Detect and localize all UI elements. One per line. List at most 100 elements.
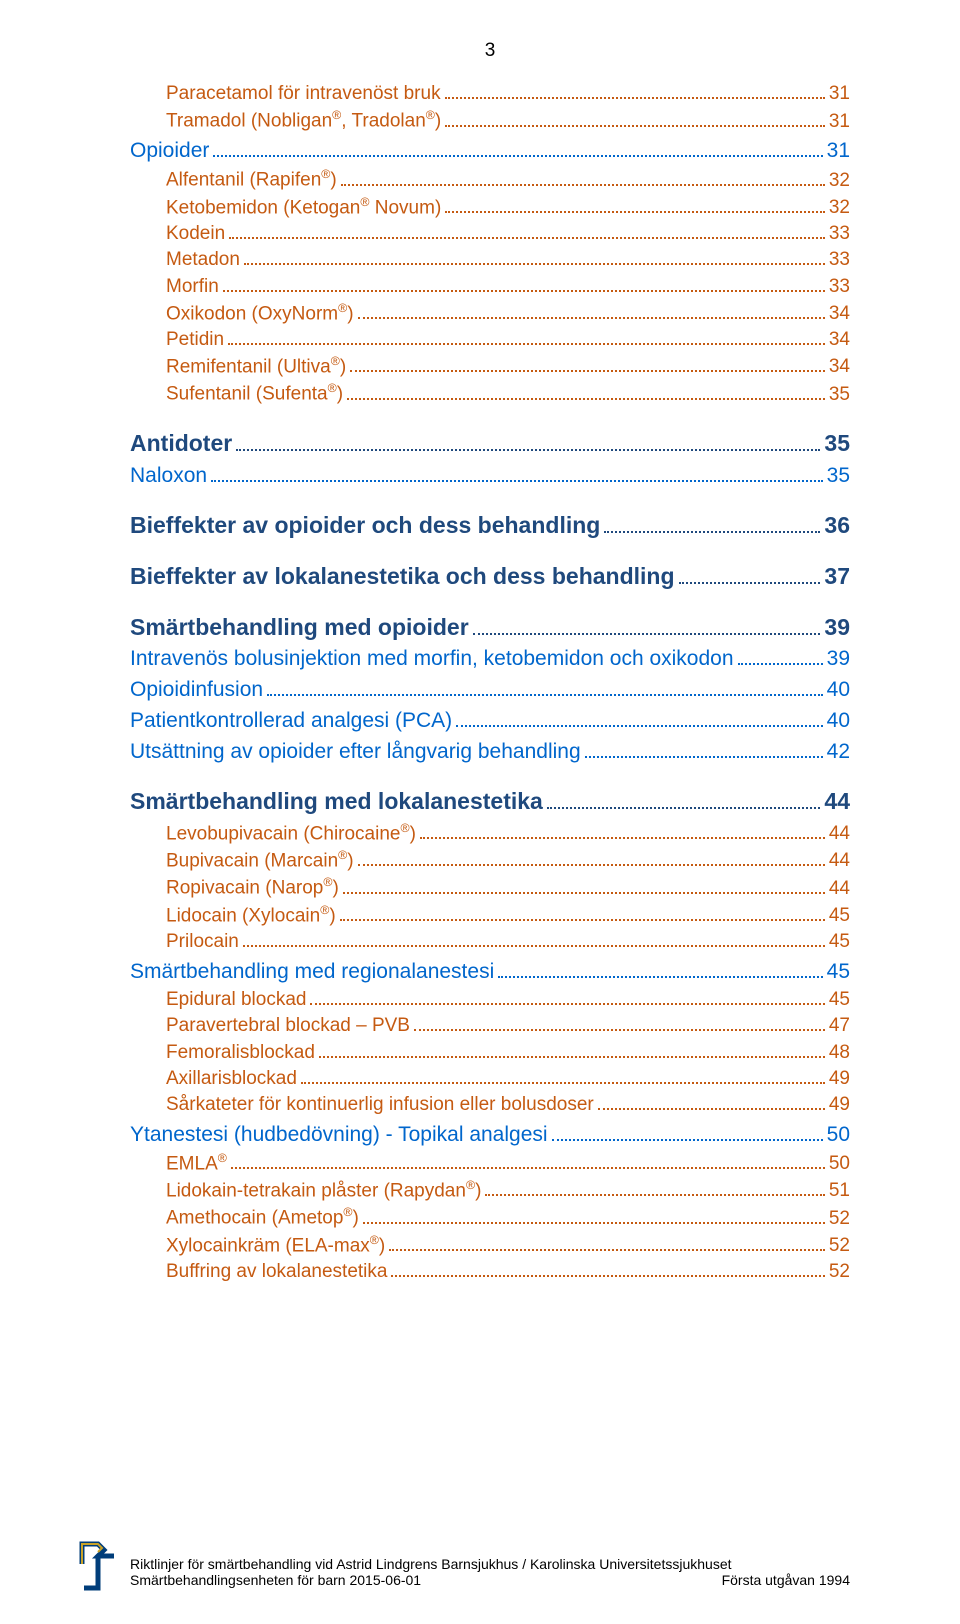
- toc-page-number: 52: [829, 1235, 850, 1257]
- toc-label: Axillarisblockad: [166, 1068, 297, 1090]
- toc-label: Patientkontrollerad analgesi (PCA): [130, 709, 452, 733]
- toc-label: Paracetamol för intravenöst bruk: [166, 83, 441, 105]
- toc-entry[interactable]: Antidoter35: [130, 430, 850, 457]
- toc-entry[interactable]: Epidural blockad45: [166, 988, 850, 1011]
- toc-entry[interactable]: Smärtbehandling med lokalanestetika44: [130, 788, 850, 815]
- toc-page-number: 44: [829, 878, 850, 900]
- toc-leader-dots: [229, 222, 825, 239]
- toc-label: Epidural blockad: [166, 989, 306, 1011]
- toc-label: Sårkateter för kontinuerlig infusion ell…: [166, 1094, 594, 1116]
- toc-entry[interactable]: Metadon33: [166, 248, 850, 271]
- toc-label: Remifentanil (Ultiva®): [166, 354, 346, 378]
- toc-entry[interactable]: Bupivacain (Marcain®)44: [166, 848, 850, 872]
- toc-leader-dots: [391, 1260, 824, 1277]
- toc-leader-dots: [244, 248, 825, 265]
- toc-entry[interactable]: Utsättning av opioider efter långvarig b…: [130, 739, 850, 764]
- toc-entry[interactable]: Opioidinfusion40: [130, 677, 850, 702]
- toc-entry[interactable]: Levobupivacain (Chirocaine®)44: [166, 821, 850, 845]
- toc-leader-dots: [343, 876, 825, 893]
- toc-leader-dots: [213, 139, 822, 158]
- toc-entry[interactable]: Lidocain (Xylocain®)45: [166, 903, 850, 927]
- toc-label: Bieffekter av lokalanestetika och dess b…: [130, 563, 675, 590]
- footer-right: Första utgåvan 1994: [722, 1572, 850, 1588]
- toc-leader-dots: [319, 1040, 825, 1057]
- logo-icon: [76, 1540, 120, 1594]
- toc-page-number: 32: [829, 170, 850, 192]
- toc-entry[interactable]: Paracetamol för intravenöst bruk31: [166, 82, 850, 105]
- toc-entry[interactable]: Petidin34: [166, 328, 850, 351]
- toc-leader-dots: [604, 512, 820, 532]
- toc-label: Buffring av lokalanestetika: [166, 1261, 387, 1283]
- toc-entry[interactable]: Naloxon35: [130, 463, 850, 488]
- toc-leader-dots: [456, 708, 822, 727]
- toc-entry[interactable]: Smärtbehandling med opioider39: [130, 614, 850, 641]
- toc-page-number: 33: [829, 223, 850, 245]
- toc-entry[interactable]: Kodein33: [166, 222, 850, 245]
- toc-label: Opioider: [130, 139, 209, 163]
- toc-entry[interactable]: Alfentanil (Rapifen®) 32: [166, 167, 850, 191]
- toc-entry[interactable]: Amethocain (Ametop®)52: [166, 1205, 850, 1229]
- toc-leader-dots: [310, 988, 824, 1005]
- toc-page-number: 45: [829, 931, 850, 953]
- toc-entry[interactable]: Patientkontrollerad analgesi (PCA)40: [130, 708, 850, 733]
- toc-leader-dots: [358, 849, 825, 866]
- toc-entry[interactable]: Ketobemidon (Ketogan® Novum)32: [166, 195, 850, 219]
- toc-label: Bupivacain (Marcain®): [166, 848, 354, 872]
- toc-page-number: 45: [827, 960, 850, 984]
- toc-leader-dots: [236, 430, 820, 450]
- toc-entry[interactable]: Lidokain-tetrakain plåster (Rapydan®)51: [166, 1178, 850, 1202]
- toc-label: Femoralisblockad: [166, 1042, 315, 1064]
- toc-leader-dots: [445, 109, 825, 126]
- toc-label: Smärtbehandling med regionalanestesi: [130, 960, 494, 984]
- toc-entry[interactable]: Femoralisblockad48: [166, 1040, 850, 1063]
- toc-page-number: 35: [829, 384, 850, 406]
- document-page: 3 Paracetamol för intravenöst bruk31 Tram…: [0, 0, 960, 1624]
- toc-entry[interactable]: Xylocainkräm (ELA-max®) 52: [166, 1233, 850, 1257]
- toc-entry[interactable]: Sårkateter för kontinuerlig infusion ell…: [166, 1093, 850, 1116]
- toc-page-number: 37: [824, 563, 850, 590]
- toc-entry[interactable]: Buffring av lokalanestetika52: [166, 1260, 850, 1283]
- toc-label: Tramadol (Nobligan®, Tradolan®): [166, 108, 441, 132]
- toc-leader-dots: [211, 463, 823, 482]
- toc-entry[interactable]: Prilocain 45: [166, 930, 850, 953]
- toc-entry[interactable]: Tramadol (Nobligan®, Tradolan®)31: [166, 108, 850, 132]
- toc-leader-dots: [243, 930, 825, 947]
- toc-entry[interactable]: Bieffekter av lokalanestetika och dess b…: [130, 563, 850, 590]
- toc-page-number: 52: [829, 1208, 850, 1230]
- toc-entry[interactable]: Ytanestesi (hudbedövning) - Topikal anal…: [130, 1122, 850, 1147]
- toc-entry[interactable]: Paravertebral blockad – PVB47: [166, 1014, 850, 1037]
- toc-label: Prilocain: [166, 931, 239, 953]
- toc-page-number: 49: [829, 1068, 850, 1090]
- toc-page-number: 39: [824, 614, 850, 641]
- toc-leader-dots: [389, 1234, 825, 1251]
- toc-leader-dots: [679, 563, 821, 583]
- toc-page-number: 42: [827, 740, 850, 764]
- toc-entry[interactable]: Sufentanil (Sufenta®)35: [166, 381, 850, 405]
- toc-entry[interactable]: Oxikodon (OxyNorm®)34: [166, 301, 850, 325]
- toc-entry[interactable]: Intravenös bolusinjektion med morfin, ke…: [130, 647, 850, 672]
- toc-leader-dots: [445, 82, 825, 99]
- toc-entry[interactable]: Opioider31: [130, 139, 850, 164]
- toc-page-number: 36: [824, 512, 850, 539]
- toc-entry[interactable]: Morfin33: [166, 274, 850, 297]
- toc-entry[interactable]: Remifentanil (Ultiva®)34: [166, 354, 850, 378]
- toc-leader-dots: [347, 383, 825, 400]
- toc-label: EMLA®: [166, 1151, 227, 1175]
- toc-entry[interactable]: EMLA®50: [166, 1151, 850, 1175]
- toc-leader-dots: [341, 168, 825, 185]
- page-number: 3: [130, 40, 850, 62]
- toc-entry[interactable]: Ropivacain (Narop®) 44: [166, 875, 850, 899]
- toc-leader-dots: [350, 355, 825, 372]
- toc-label: Xylocainkräm (ELA-max®): [166, 1233, 385, 1257]
- toc-label: Opioidinfusion: [130, 678, 263, 702]
- toc-leader-dots: [363, 1207, 825, 1224]
- toc-label: Utsättning av opioider efter långvarig b…: [130, 740, 581, 764]
- toc-page-number: 33: [829, 276, 850, 298]
- toc-label: Ropivacain (Narop®): [166, 875, 339, 899]
- toc-label: Alfentanil (Rapifen®): [166, 167, 337, 191]
- toc-page-number: 34: [829, 329, 850, 351]
- toc-entry[interactable]: Axillarisblockad 49: [166, 1067, 850, 1090]
- toc-entry[interactable]: Bieffekter av opioider och dess behandli…: [130, 512, 850, 539]
- toc-entry[interactable]: Smärtbehandling med regionalanestesi 45: [130, 959, 850, 984]
- toc-label: Lidokain-tetrakain plåster (Rapydan®): [166, 1178, 481, 1202]
